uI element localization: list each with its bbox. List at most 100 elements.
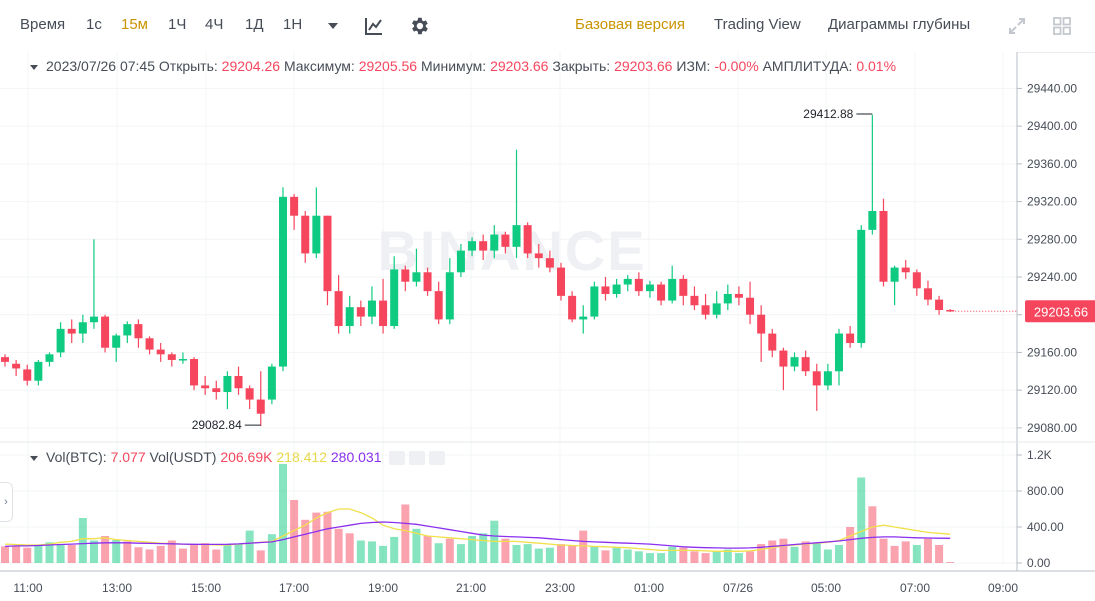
candlestick-chart[interactable]: BINANCE 29440.00 29400.00 29360.00 29320.00…	[0, 52, 1095, 601]
grid-layout-icon[interactable]	[1052, 16, 1072, 36]
candle-body	[279, 196, 287, 367]
volume-tick-label: 800.00	[1027, 484, 1064, 498]
candle-body	[679, 278, 688, 296]
amplitude-value: 0.01%	[856, 58, 897, 74]
candle-body	[935, 299, 944, 310]
volume-collapse-triangle-icon[interactable]	[30, 455, 38, 461]
collapse-triangle-icon[interactable]	[30, 64, 38, 70]
close-mini-icon[interactable]	[429, 451, 446, 466]
candle-body	[45, 354, 54, 362]
candle-body	[223, 376, 232, 393]
chevron-down-icon[interactable]	[326, 20, 340, 32]
candle-body	[901, 267, 910, 273]
volume-bar	[379, 545, 388, 563]
candle-body	[312, 215, 321, 254]
volume-bar	[279, 464, 287, 563]
change-label: ИЗМ:	[676, 58, 711, 74]
volume-bar	[156, 545, 165, 563]
interval-1d[interactable]: 1Д	[245, 16, 264, 33]
side-panel-toggle[interactable]: ›	[0, 482, 13, 522]
volume-bar	[846, 527, 855, 563]
expand-icon[interactable]	[1007, 16, 1027, 36]
candle-body	[768, 333, 777, 351]
candle-body	[512, 225, 521, 247]
volume-bar	[201, 543, 210, 563]
candle-body	[323, 215, 332, 292]
candle-body	[946, 310, 955, 312]
candle-body	[490, 234, 499, 251]
candle-body	[479, 241, 488, 251]
current-price-tag	[1025, 300, 1095, 323]
volume-bar	[234, 544, 243, 563]
volume-bar	[223, 545, 232, 563]
volume-bar	[601, 550, 610, 563]
candle-body	[690, 295, 699, 306]
interval-1w[interactable]: 1Н	[283, 16, 303, 33]
candle-body	[167, 354, 176, 360]
volume-bar	[812, 543, 821, 563]
candle-body	[623, 278, 632, 285]
amplitude-label: АМПЛИТУДА:	[762, 58, 853, 74]
candle-body	[846, 333, 855, 343]
candle-body	[612, 284, 621, 294]
price-tick-label: 29160.00	[1027, 345, 1077, 359]
time-tick-label: 19:00	[368, 581, 398, 595]
volume-bar	[823, 549, 832, 563]
vol-ma2-value: 280.031	[330, 449, 382, 465]
candle-body	[78, 322, 87, 334]
view-depth-chart[interactable]: Диаграммы глубины	[828, 16, 971, 33]
volume-bar	[423, 536, 432, 563]
interval-15m[interactable]: 15м	[121, 16, 148, 33]
candle-body	[912, 272, 921, 289]
ohlc-info: 2023/07/26 07:45 Открыть: 29204.26 Макси…	[30, 58, 896, 74]
candle-body	[657, 284, 666, 301]
view-tradingview[interactable]: Trading View	[714, 16, 801, 33]
interval-1h[interactable]: 1Ч	[168, 16, 187, 33]
interval-1s[interactable]: 1с	[86, 16, 102, 33]
volume-bar	[579, 530, 588, 563]
indicator-icon[interactable]	[364, 16, 384, 36]
price-tick-label: 29400.00	[1027, 119, 1077, 133]
low-value: 29203.66	[490, 58, 549, 74]
volume-bar	[401, 504, 410, 563]
volume-bar	[557, 544, 565, 563]
close-label: Закрыть:	[552, 58, 611, 74]
volume-bar	[523, 544, 532, 563]
vol-btc-label: Vol(BTC):	[46, 449, 107, 465]
eye-icon[interactable]	[389, 451, 406, 466]
ohlc-datetime: 2023/07/26 07:45	[46, 58, 155, 74]
candle-body	[634, 278, 643, 292]
volume-bar	[256, 550, 265, 563]
volume-bar	[367, 541, 376, 563]
gear-icon[interactable]	[408, 15, 430, 37]
candle-body	[290, 196, 299, 216]
price-tick-label: 29080.00	[1027, 421, 1077, 435]
candle-body	[379, 300, 388, 327]
vol-usdt-value: 206.69K	[220, 449, 273, 465]
vol-ma1-value: 218.412	[276, 449, 327, 465]
candle-body	[523, 225, 532, 254]
volume-bar	[734, 553, 743, 563]
low-label: Минимум:	[421, 58, 487, 74]
volume-bar	[868, 506, 877, 563]
candle-body	[56, 328, 65, 353]
volume-bar	[634, 551, 643, 563]
volume-bar	[267, 534, 276, 563]
volume-tick-label: 0.00	[1027, 556, 1051, 570]
settings-mini-icon[interactable]	[409, 451, 426, 466]
candle-body	[34, 361, 43, 381]
candle-body	[790, 357, 799, 367]
volume-bar	[912, 545, 921, 563]
candle-body	[645, 284, 654, 292]
volume-bar	[946, 562, 955, 563]
volume-bar	[89, 540, 98, 563]
interval-4h[interactable]: 4Ч	[205, 16, 224, 33]
candle-body	[145, 338, 154, 350]
volume-bar	[757, 544, 766, 563]
candle-body	[67, 328, 76, 334]
chart-grid	[0, 52, 1017, 601]
candle-body	[23, 369, 32, 381]
candle-body	[445, 272, 454, 320]
candle-body	[412, 272, 421, 282]
view-basic[interactable]: Базовая версия	[575, 16, 685, 33]
